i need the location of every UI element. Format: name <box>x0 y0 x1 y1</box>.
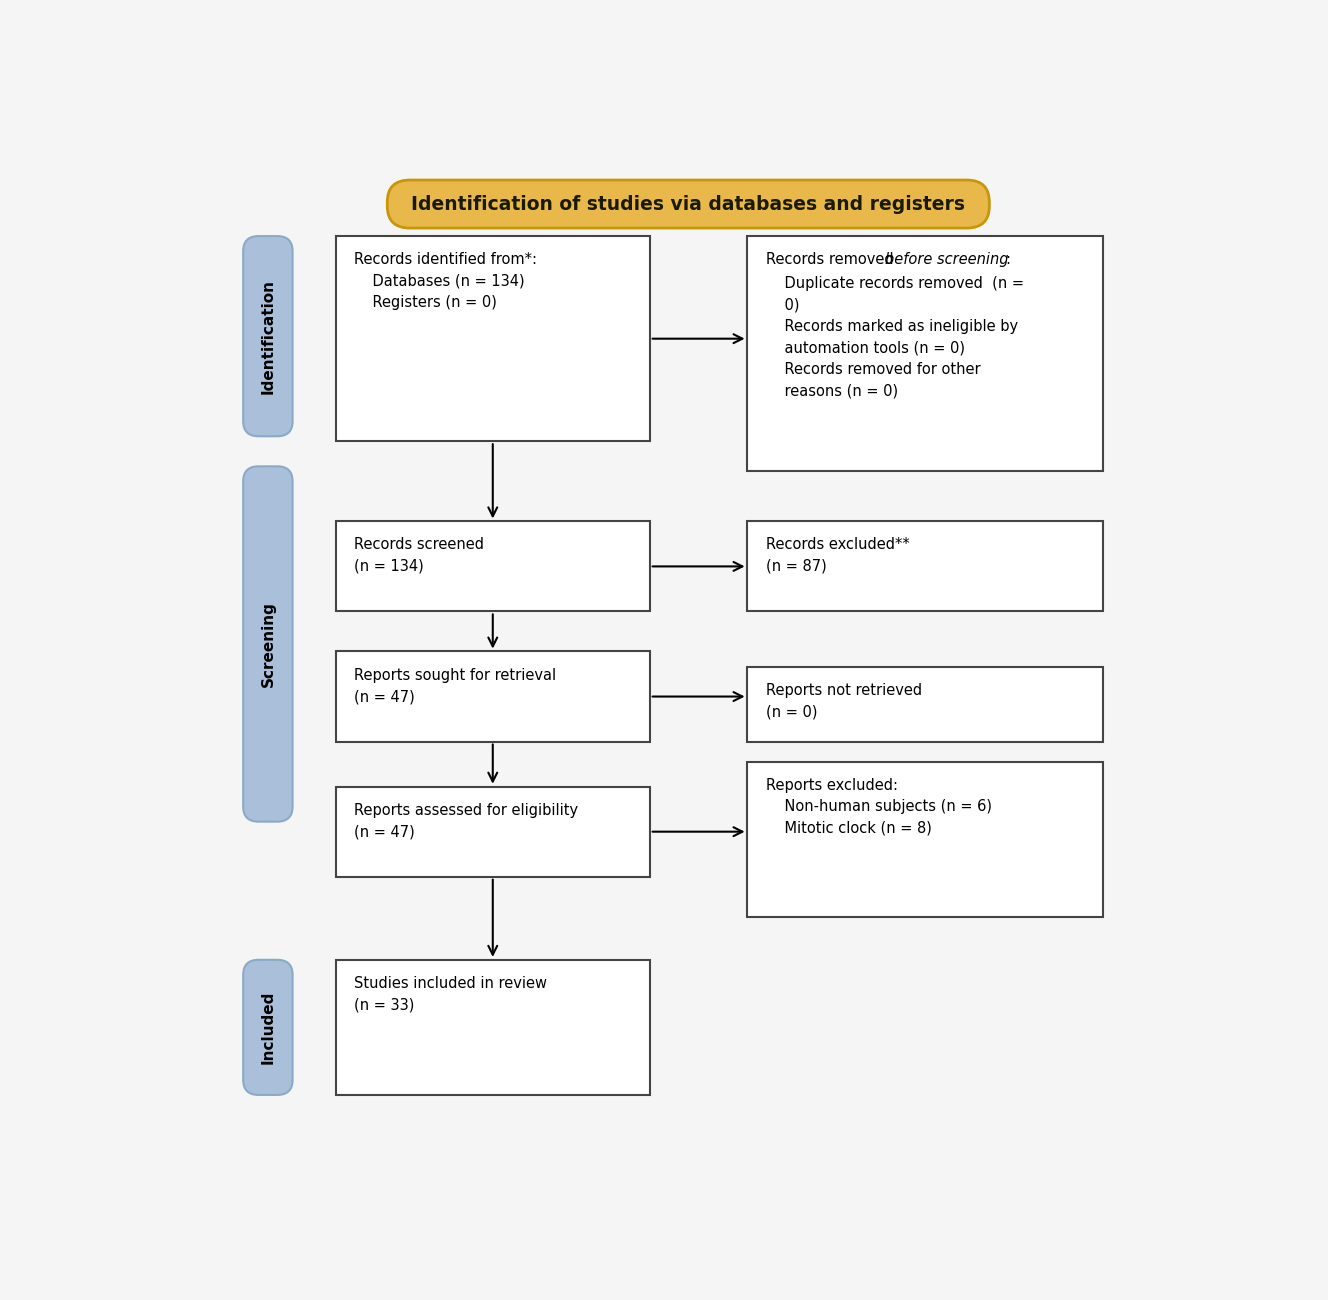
Bar <box>336 959 649 1095</box>
Text: Records screened
(n = 134): Records screened (n = 134) <box>355 537 485 575</box>
FancyBboxPatch shape <box>243 467 292 822</box>
Bar <box>748 667 1102 741</box>
Text: Screening: Screening <box>260 601 275 686</box>
FancyBboxPatch shape <box>388 179 989 227</box>
Bar <box>748 521 1102 611</box>
Text: Duplicate records removed  (n =
    0)
    Records marked as ineligible by
    a: Duplicate records removed (n = 0) Record… <box>766 276 1024 399</box>
Text: Reports not retrieved
(n = 0): Reports not retrieved (n = 0) <box>766 682 922 719</box>
Bar <box>336 786 649 876</box>
Text: Records identified from*:
    Databases (n = 134)
    Registers (n = 0): Records identified from*: Databases (n =… <box>355 252 538 311</box>
Text: Reports assessed for eligibility
(n = 47): Reports assessed for eligibility (n = 47… <box>355 802 579 840</box>
Text: before screening: before screening <box>886 252 1009 266</box>
FancyBboxPatch shape <box>243 959 292 1095</box>
Text: Reports sought for retrieval
(n = 47): Reports sought for retrieval (n = 47) <box>355 667 556 705</box>
Text: Studies included in review
(n = 33): Studies included in review (n = 33) <box>355 976 547 1013</box>
Text: :: : <box>1005 252 1009 266</box>
Text: Records excluded**
(n = 87): Records excluded** (n = 87) <box>766 537 910 575</box>
Text: Records removed: Records removed <box>766 252 898 266</box>
Bar <box>336 237 649 441</box>
Text: Identification: Identification <box>260 278 275 394</box>
Text: Reports excluded:
    Non-human subjects (n = 6)
    Mitotic clock (n = 8): Reports excluded: Non-human subjects (n … <box>766 777 992 836</box>
Bar <box>336 521 649 611</box>
FancyBboxPatch shape <box>243 237 292 437</box>
Text: Identification of studies via databases and registers: Identification of studies via databases … <box>412 195 965 213</box>
Text: Included: Included <box>260 991 275 1065</box>
Bar <box>748 237 1102 472</box>
Bar <box>336 651 649 741</box>
Bar <box>748 762 1102 916</box>
